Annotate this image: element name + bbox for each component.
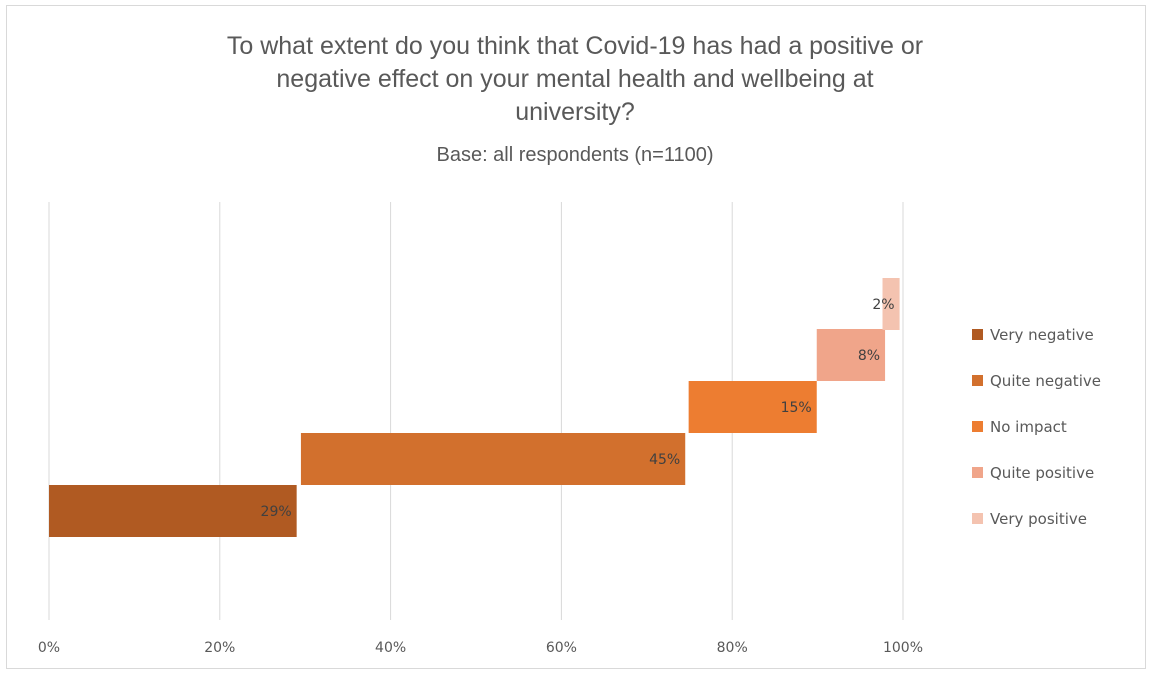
legend-entry: Very positive — [990, 510, 1087, 528]
legend-entry: No impact — [990, 418, 1067, 436]
bar-quite-positive — [816, 329, 886, 381]
data-label: 29% — [261, 504, 292, 520]
x-tick-label: 60% — [546, 640, 577, 656]
x-tick-label: 20% — [204, 640, 235, 656]
legend: Very negative Quite negative No impact Quit… — [972, 326, 1101, 528]
x-tick-label: 40% — [375, 640, 406, 656]
x-tick-label: 80% — [717, 640, 748, 656]
legend-entry: Quite negative — [990, 372, 1101, 390]
grid-layer — [48, 202, 904, 620]
legend-swatch — [972, 467, 983, 478]
bar-quite-negative — [300, 433, 686, 485]
x-axis-tick-labels: 0% 20% 40% 60% 80% 100% — [38, 640, 923, 656]
chart-subtitle: Base: all respondents (n=1100) — [436, 144, 714, 166]
data-label: 2% — [872, 297, 894, 313]
bar-no-impact — [688, 381, 817, 433]
bar-very-negative — [49, 485, 297, 537]
legend-swatch — [972, 421, 983, 432]
x-tick-label: 100% — [883, 640, 923, 656]
legend-swatch — [972, 375, 983, 386]
data-label: 15% — [781, 400, 812, 416]
data-label: 8% — [858, 348, 880, 364]
legend-entry: Very negative — [990, 326, 1094, 344]
chart-frame — [6, 5, 1146, 669]
bar-very-positive — [882, 278, 900, 330]
data-label: 45% — [649, 452, 680, 468]
legend-swatch — [972, 513, 983, 524]
label-layer: 29% 45% 15% 8% 2% — [261, 297, 895, 520]
x-tick-label: 0% — [38, 640, 60, 656]
chart-title: To what extent do you think that Covid-1… — [226, 32, 924, 126]
bar-layer — [49, 278, 900, 537]
legend-swatch — [972, 329, 983, 340]
legend-entry: Quite positive — [990, 464, 1094, 482]
